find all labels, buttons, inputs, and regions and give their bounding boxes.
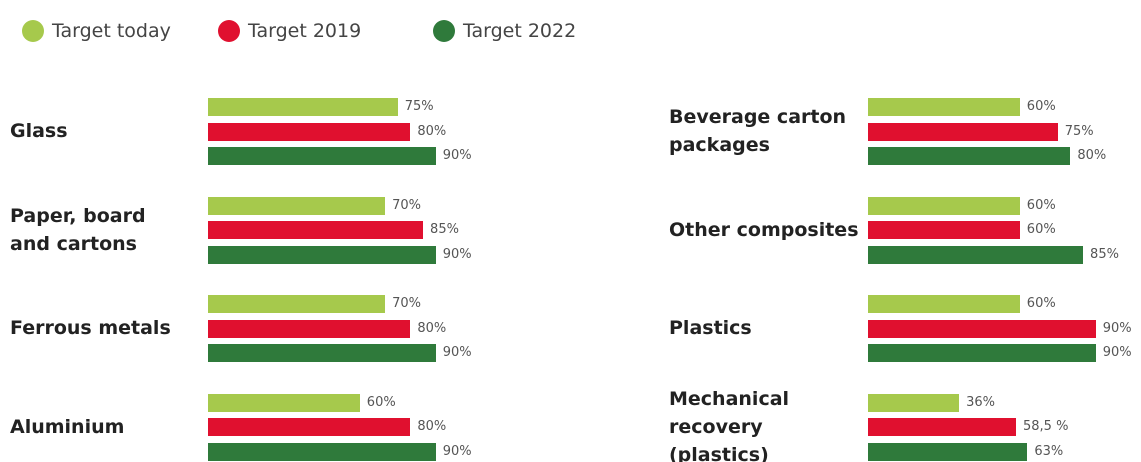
value-label: 63% — [1034, 443, 1064, 459]
category-label: Beverage carton packages — [669, 106, 847, 156]
bar — [868, 393, 960, 412]
bar — [208, 245, 436, 264]
value-label: 80% — [417, 123, 447, 139]
bar — [868, 295, 1020, 313]
bar — [208, 319, 411, 338]
bar — [208, 295, 386, 313]
bar — [868, 122, 1058, 141]
category-label: Other composites — [669, 218, 859, 241]
value-label: 90% — [1102, 345, 1132, 360]
legend-label: Target 2019 — [248, 20, 362, 42]
category-label: Glass — [10, 120, 68, 142]
value-label: 60% — [366, 394, 396, 410]
value-label: 60% — [1026, 222, 1056, 237]
bar — [868, 98, 1020, 116]
bar — [208, 98, 398, 116]
bar — [208, 418, 411, 436]
value-label: 70% — [392, 296, 421, 311]
value-label: 90% — [442, 443, 472, 459]
value-label: 80% — [1077, 148, 1107, 163]
bar — [208, 221, 424, 239]
legend-marker — [22, 20, 44, 42]
category-label: Aluminium — [10, 415, 125, 438]
value-label: 75% — [404, 99, 434, 114]
bar — [868, 319, 1096, 338]
bar — [208, 122, 411, 141]
bar — [868, 196, 1020, 215]
legend-label: Target today — [52, 20, 171, 42]
value-label: 70% — [392, 197, 421, 213]
value-label: 90% — [442, 148, 472, 163]
legend-marker — [433, 20, 455, 42]
bar — [868, 418, 1016, 436]
value-label: 60% — [1026, 99, 1056, 114]
value-label: 36% — [966, 394, 995, 410]
value-label: 90% — [442, 246, 472, 262]
value-label: 90% — [442, 345, 472, 360]
legend-label: Target 2022 — [463, 20, 577, 42]
value-label: 60% — [1026, 296, 1056, 311]
bar — [868, 221, 1020, 239]
bar — [868, 245, 1084, 264]
value-label: 58,5 % — [1023, 419, 1069, 434]
bar — [208, 196, 386, 215]
value-label: 80% — [417, 320, 447, 336]
bar — [868, 147, 1071, 165]
value-label: 85% — [430, 222, 459, 237]
category-label: Plastics — [669, 317, 752, 339]
value-label: 75% — [1064, 123, 1094, 139]
bar — [868, 344, 1096, 362]
value-label: 85% — [1090, 246, 1119, 262]
bar — [208, 442, 436, 461]
category-label: Mechanical recovery (plastics) — [669, 387, 790, 462]
category-label: Paper, board and cartons — [10, 204, 146, 255]
legend-marker — [218, 20, 240, 42]
bar — [208, 393, 360, 412]
value-label: 60% — [1026, 197, 1056, 213]
bar — [868, 442, 1028, 461]
value-label: 80% — [417, 419, 447, 434]
value-label: 90% — [1102, 320, 1132, 336]
category-label: Ferrous metals — [10, 317, 171, 339]
bar — [208, 147, 436, 165]
bar — [208, 344, 436, 362]
